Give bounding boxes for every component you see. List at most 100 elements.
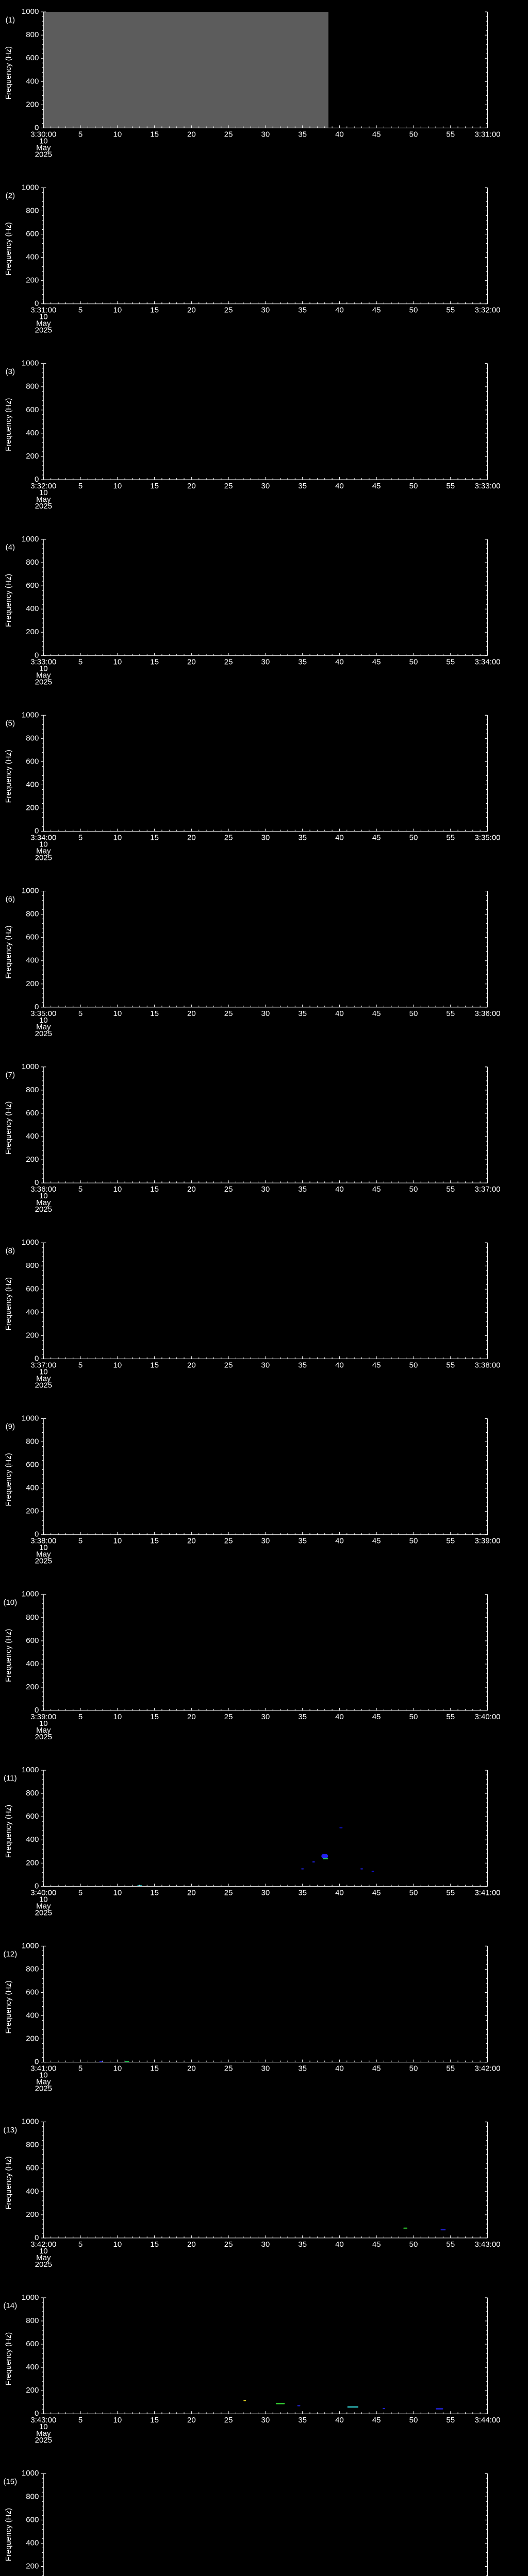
svg-text:600: 600 <box>26 1988 39 1996</box>
svg-text:3:39:00: 3:39:00 <box>474 1537 500 1546</box>
svg-text:2025: 2025 <box>35 502 52 511</box>
svg-text:10: 10 <box>113 2240 122 2249</box>
svg-text:5: 5 <box>78 1185 82 1194</box>
svg-text:50: 50 <box>409 1009 418 1018</box>
svg-text:15: 15 <box>150 1009 159 1018</box>
svg-text:15: 15 <box>150 2416 159 2425</box>
svg-text:20: 20 <box>187 306 196 315</box>
svg-text:10: 10 <box>113 1361 122 1369</box>
svg-text:40: 40 <box>335 2064 344 2073</box>
svg-text:400: 400 <box>26 1308 39 1316</box>
svg-text:25: 25 <box>224 1888 233 1897</box>
svg-text:25: 25 <box>224 1537 233 1546</box>
svg-text:45: 45 <box>372 1888 381 1897</box>
svg-text:800: 800 <box>26 558 39 567</box>
svg-text:5: 5 <box>78 2240 82 2249</box>
svg-text:55: 55 <box>446 1009 455 1018</box>
svg-text:20: 20 <box>187 1888 196 1897</box>
svg-text:400: 400 <box>26 253 39 262</box>
svg-text:3:36:00: 3:36:00 <box>474 1009 500 1018</box>
svg-text:50: 50 <box>409 306 418 315</box>
svg-text:1000: 1000 <box>22 183 39 192</box>
svg-text:200: 200 <box>26 452 39 461</box>
svg-text:1000: 1000 <box>22 1414 39 1422</box>
svg-text:35: 35 <box>298 2240 307 2249</box>
svg-text:35: 35 <box>298 1537 307 1546</box>
svg-text:1000: 1000 <box>22 535 39 544</box>
svg-text:20: 20 <box>187 1713 196 1721</box>
svg-text:40: 40 <box>335 1361 344 1369</box>
svg-text:600: 600 <box>26 1284 39 1293</box>
svg-text:50: 50 <box>409 1888 418 1897</box>
svg-text:30: 30 <box>261 1537 270 1546</box>
svg-text:400: 400 <box>26 2011 39 2020</box>
svg-text:600: 600 <box>26 757 39 766</box>
svg-text:Frequency (Hz): Frequency (Hz) <box>4 2332 13 2385</box>
svg-text:3:31:00: 3:31:00 <box>474 130 500 139</box>
svg-text:30: 30 <box>261 2240 270 2249</box>
svg-text:3:38:00: 3:38:00 <box>474 1361 500 1369</box>
svg-text:10: 10 <box>113 130 122 139</box>
svg-text:30: 30 <box>261 1009 270 1018</box>
svg-text:3:41:00: 3:41:00 <box>474 1888 500 1897</box>
svg-text:3:35:00: 3:35:00 <box>474 834 500 842</box>
svg-text:5: 5 <box>78 1009 82 1018</box>
svg-text:15: 15 <box>150 2064 159 2073</box>
svg-text:2025: 2025 <box>35 854 52 862</box>
svg-text:25: 25 <box>224 2064 233 2073</box>
svg-text:25: 25 <box>224 2240 233 2249</box>
svg-text:25: 25 <box>224 1185 233 1194</box>
svg-text:20: 20 <box>187 834 196 842</box>
svg-text:(5): (5) <box>6 719 15 727</box>
svg-text:30: 30 <box>261 306 270 315</box>
svg-text:(10): (10) <box>3 1598 17 1607</box>
svg-text:200: 200 <box>26 1858 39 1867</box>
svg-text:50: 50 <box>409 2240 418 2249</box>
svg-text:1000: 1000 <box>22 1590 39 1599</box>
svg-text:5: 5 <box>78 306 82 315</box>
svg-text:30: 30 <box>261 130 270 139</box>
svg-text:1000: 1000 <box>22 1062 39 1071</box>
svg-text:55: 55 <box>446 1185 455 1194</box>
svg-text:30: 30 <box>261 834 270 842</box>
svg-text:25: 25 <box>224 657 233 666</box>
svg-text:45: 45 <box>372 2240 381 2249</box>
svg-text:2025: 2025 <box>35 326 52 335</box>
svg-text:15: 15 <box>150 1537 159 1546</box>
svg-text:Frequency (Hz): Frequency (Hz) <box>4 398 13 451</box>
svg-text:400: 400 <box>26 2538 39 2547</box>
svg-text:(7): (7) <box>6 1071 15 1079</box>
svg-text:200: 200 <box>26 100 39 109</box>
svg-text:40: 40 <box>335 482 344 490</box>
svg-text:5: 5 <box>78 657 82 666</box>
svg-text:(6): (6) <box>6 895 15 904</box>
svg-text:(2): (2) <box>6 192 15 200</box>
svg-text:400: 400 <box>26 956 39 965</box>
svg-text:20: 20 <box>187 2240 196 2249</box>
svg-text:50: 50 <box>409 2416 418 2425</box>
svg-text:Frequency (Hz): Frequency (Hz) <box>4 1277 13 1330</box>
svg-text:5: 5 <box>78 2416 82 2425</box>
svg-text:800: 800 <box>26 1964 39 1973</box>
svg-text:200: 200 <box>26 2035 39 2043</box>
svg-text:Frequency (Hz): Frequency (Hz) <box>4 1629 13 1682</box>
svg-text:800: 800 <box>26 382 39 391</box>
svg-text:25: 25 <box>224 1009 233 1018</box>
svg-text:3:37:00: 3:37:00 <box>474 1185 500 1194</box>
svg-text:5: 5 <box>78 130 82 139</box>
svg-text:1000: 1000 <box>22 1941 39 1950</box>
svg-text:15: 15 <box>150 1713 159 1721</box>
svg-text:(13): (13) <box>3 2126 17 2134</box>
svg-text:45: 45 <box>372 834 381 842</box>
svg-text:400: 400 <box>26 429 39 437</box>
svg-text:800: 800 <box>26 910 39 919</box>
svg-text:1000: 1000 <box>22 887 39 895</box>
svg-text:(14): (14) <box>3 2301 17 2310</box>
svg-text:25: 25 <box>224 130 233 139</box>
svg-text:600: 600 <box>26 2340 39 2348</box>
svg-text:55: 55 <box>446 834 455 842</box>
svg-text:40: 40 <box>335 1537 344 1546</box>
svg-text:40: 40 <box>335 1185 344 1194</box>
svg-text:200: 200 <box>26 1683 39 1691</box>
svg-text:1000: 1000 <box>22 710 39 719</box>
